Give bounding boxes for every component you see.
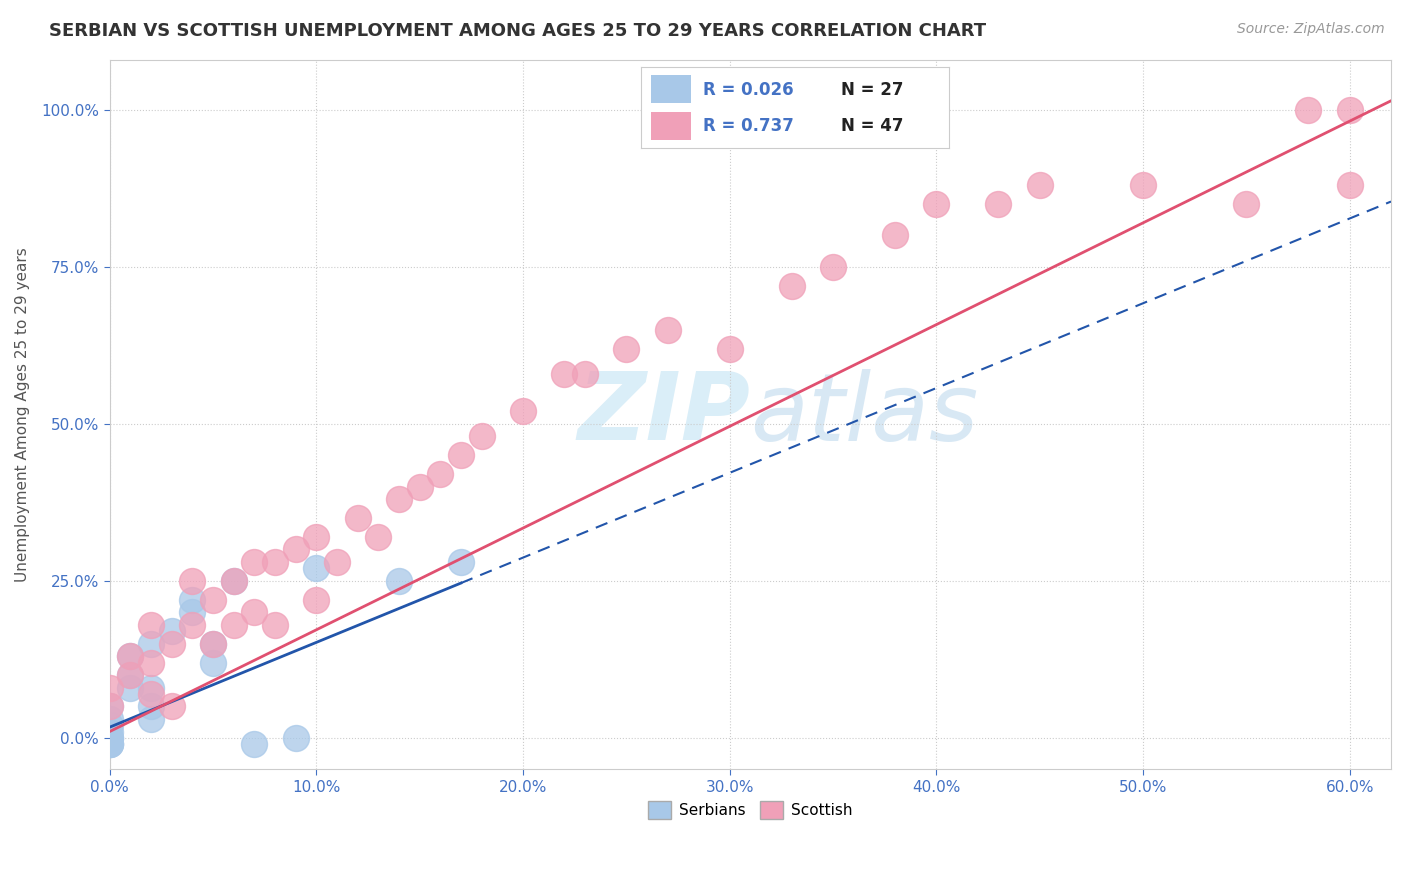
Point: [181, 605, 204, 619]
Point: [1339, 103, 1361, 117]
Point: [780, 278, 803, 293]
Point: [98, 737, 121, 751]
Point: [1298, 103, 1320, 117]
Point: [98, 681, 121, 695]
Point: [98, 699, 121, 714]
Point: [1132, 178, 1154, 193]
Point: [284, 542, 307, 557]
Point: [614, 342, 637, 356]
Point: [264, 618, 287, 632]
Point: [243, 555, 266, 569]
Point: [450, 448, 472, 462]
Point: [222, 574, 245, 588]
Point: [925, 197, 948, 211]
Text: Source: ZipAtlas.com: Source: ZipAtlas.com: [1237, 22, 1385, 37]
Point: [367, 530, 389, 544]
Point: [139, 699, 162, 714]
Point: [98, 718, 121, 732]
Y-axis label: Unemployment Among Ages 25 to 29 years: Unemployment Among Ages 25 to 29 years: [15, 247, 30, 582]
Point: [574, 367, 596, 381]
Point: [98, 724, 121, 739]
Point: [139, 681, 162, 695]
Point: [884, 228, 907, 243]
Point: [1339, 178, 1361, 193]
Point: [388, 492, 411, 507]
Point: [98, 712, 121, 726]
Point: [160, 637, 183, 651]
Point: [98, 731, 121, 745]
Point: [388, 574, 411, 588]
Point: [471, 429, 494, 443]
Point: [98, 731, 121, 745]
Point: [181, 574, 204, 588]
Point: [821, 260, 844, 274]
Point: [120, 668, 142, 682]
Point: [181, 618, 204, 632]
Point: [160, 624, 183, 639]
Text: atlas: atlas: [751, 369, 979, 460]
Point: [201, 592, 224, 607]
Point: [450, 555, 472, 569]
Point: [98, 699, 121, 714]
Point: [553, 367, 575, 381]
Text: ZIP: ZIP: [578, 368, 751, 460]
Point: [181, 592, 204, 607]
Point: [1028, 178, 1050, 193]
Point: [139, 618, 162, 632]
Point: [120, 681, 142, 695]
Point: [243, 737, 266, 751]
Point: [201, 656, 224, 670]
Text: SERBIAN VS SCOTTISH UNEMPLOYMENT AMONG AGES 25 TO 29 YEARS CORRELATION CHART: SERBIAN VS SCOTTISH UNEMPLOYMENT AMONG A…: [49, 22, 987, 40]
Point: [326, 555, 349, 569]
Point: [512, 404, 534, 418]
Point: [346, 511, 368, 525]
Point: [284, 731, 307, 745]
Legend: Serbians, Scottish: Serbians, Scottish: [643, 795, 859, 825]
Point: [305, 530, 328, 544]
Point: [264, 555, 287, 569]
Point: [1234, 197, 1257, 211]
Point: [139, 687, 162, 701]
Point: [139, 712, 162, 726]
Point: [201, 637, 224, 651]
Point: [139, 637, 162, 651]
Point: [408, 480, 430, 494]
Point: [160, 699, 183, 714]
Point: [987, 197, 1010, 211]
Point: [98, 737, 121, 751]
Point: [120, 649, 142, 664]
Point: [201, 637, 224, 651]
Point: [657, 323, 679, 337]
Point: [120, 649, 142, 664]
Point: [222, 618, 245, 632]
Point: [305, 561, 328, 575]
Point: [429, 467, 451, 482]
Point: [139, 656, 162, 670]
Point: [718, 342, 741, 356]
Point: [222, 574, 245, 588]
Point: [120, 668, 142, 682]
Point: [243, 605, 266, 619]
Point: [98, 737, 121, 751]
Point: [305, 592, 328, 607]
